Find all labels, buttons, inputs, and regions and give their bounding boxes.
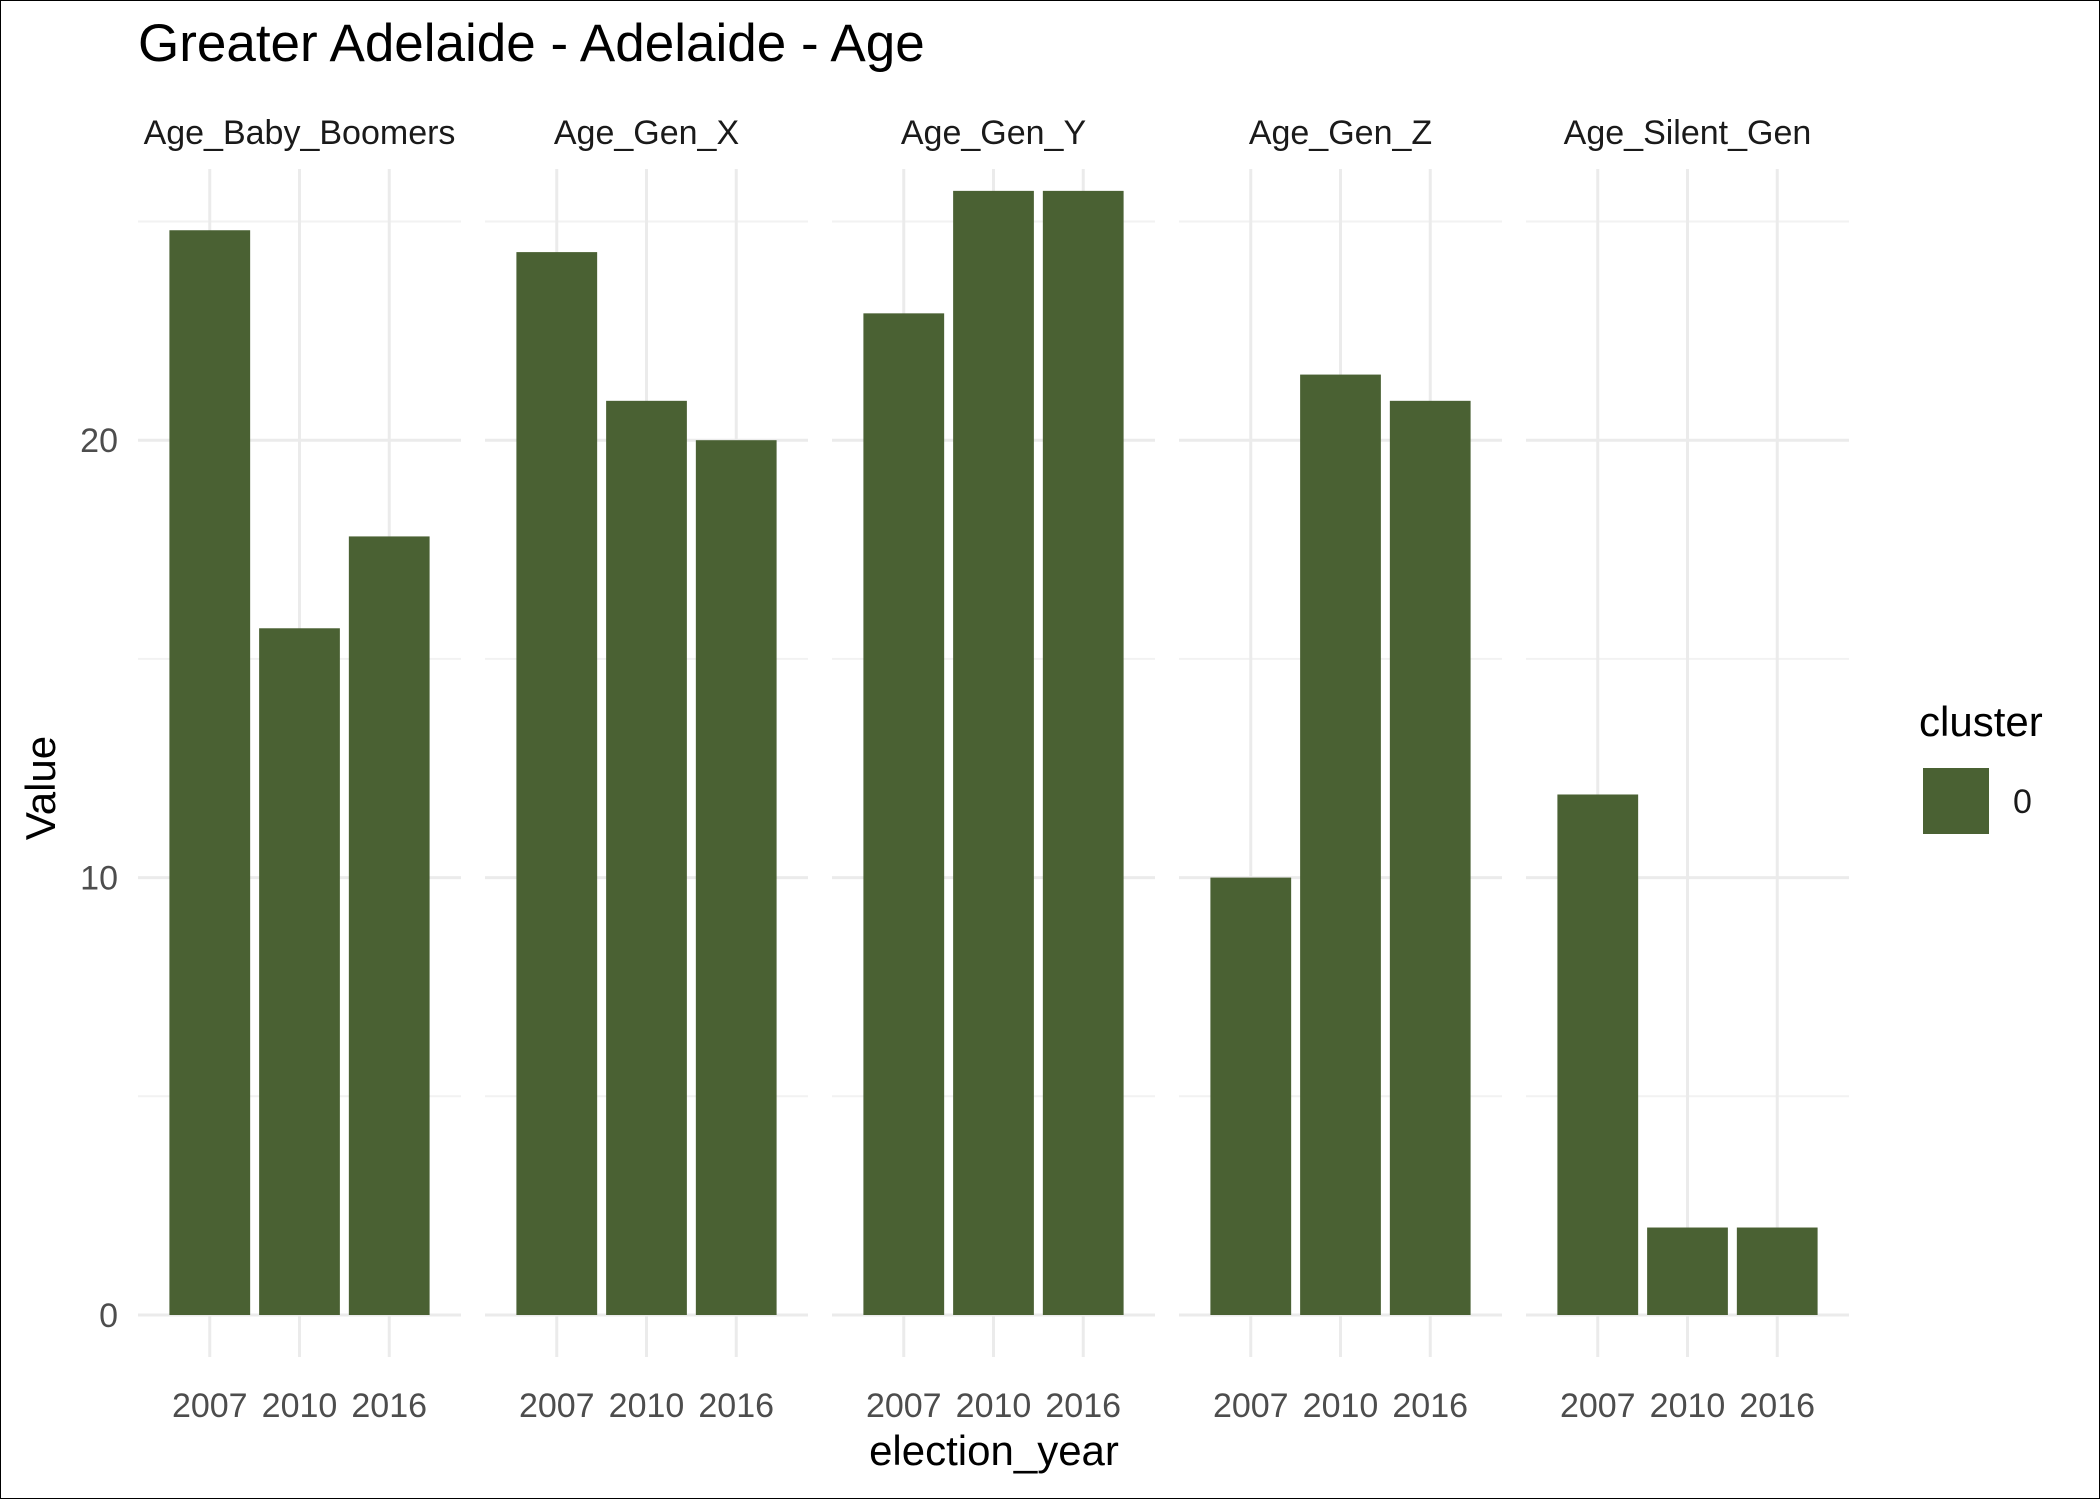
bar xyxy=(1647,1227,1728,1315)
x-tick-labels: 2007 2010 2016 2007 2010 2016 2007 2010 2016 2007… xyxy=(172,1387,1815,1425)
facet-strip-label: Age_Silent_Gen xyxy=(1564,114,1812,152)
bar xyxy=(348,536,430,1315)
legend-swatch xyxy=(1923,768,1989,834)
bar xyxy=(1210,877,1292,1315)
legend-title: cluster xyxy=(1919,698,2043,745)
x-axis-title: election_year xyxy=(869,1427,1119,1474)
bar xyxy=(863,313,945,1315)
bar xyxy=(1042,190,1124,1315)
facet-strip-label: Age_Gen_Z xyxy=(1249,114,1432,152)
bar xyxy=(1557,794,1639,1315)
x-tick-label: 2007 xyxy=(519,1387,595,1425)
x-tick-label: 2010 xyxy=(262,1387,338,1425)
facet-strips: Age_Baby_Boomers Age_Gen_X Age_Gen_Y Age_Ge… xyxy=(144,114,1812,152)
legend-items: 0 xyxy=(1923,768,2032,834)
x-tick-label: 2007 xyxy=(1560,1387,1636,1425)
x-tick-label: 2010 xyxy=(956,1387,1032,1425)
x-tick-label: 2016 xyxy=(698,1387,774,1425)
x-tick-label: 2016 xyxy=(1392,1387,1468,1425)
bar xyxy=(1300,374,1381,1315)
facet-strip-label: Age_Gen_X xyxy=(554,114,739,152)
facet-strip-label: Age_Baby_Boomers xyxy=(144,114,456,152)
bar xyxy=(1736,1227,1818,1315)
x-tick-label: 2007 xyxy=(172,1387,248,1425)
x-tick-label: 2007 xyxy=(866,1387,942,1425)
bar xyxy=(516,252,598,1315)
bar xyxy=(169,230,251,1315)
y-tick-labels: 0 10 20 xyxy=(80,422,118,1335)
bar xyxy=(695,440,777,1316)
x-tick-label: 2010 xyxy=(609,1387,685,1425)
y-tick-label: 20 xyxy=(80,422,118,460)
y-tick-label: 0 xyxy=(99,1297,118,1335)
chart-title: Greater Adelaide - Adelaide - Age xyxy=(138,14,925,73)
x-tick-label: 2016 xyxy=(351,1387,427,1425)
y-axis-title: Value xyxy=(17,736,64,840)
bar xyxy=(953,190,1034,1315)
x-tick-label: 2007 xyxy=(1213,1387,1289,1425)
legend: cluster 0 xyxy=(1919,698,2043,834)
facet-strip-label: Age_Gen_Y xyxy=(901,114,1086,152)
bar xyxy=(606,400,687,1315)
x-tick-label: 2016 xyxy=(1045,1387,1121,1425)
x-tick-label: 2010 xyxy=(1650,1387,1726,1425)
legend-label: 0 xyxy=(2013,783,2032,821)
y-tick-label: 10 xyxy=(80,860,118,898)
bars xyxy=(169,190,1818,1316)
x-tick-label: 2016 xyxy=(1739,1387,1815,1425)
bar xyxy=(259,628,340,1315)
x-tick-label: 2010 xyxy=(1303,1387,1379,1425)
bar xyxy=(1389,400,1471,1315)
